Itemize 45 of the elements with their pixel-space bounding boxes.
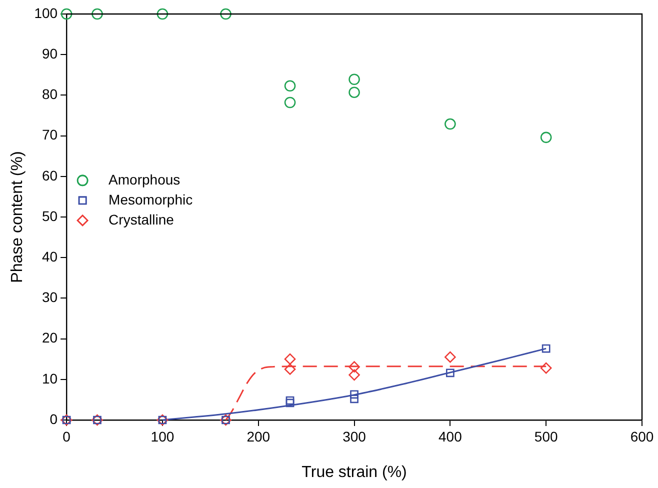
point [220, 8, 232, 20]
point [446, 368, 454, 378]
x-tick-label: 200 [246, 428, 270, 444]
point [350, 390, 358, 399]
y-tick-label: 70 [42, 126, 58, 143]
y-tick-label: 40 [42, 248, 58, 264]
x-tick-label: 100 [150, 428, 174, 444]
x-tick-label: 600 [630, 428, 654, 444]
x-tick-label: 400 [438, 428, 462, 444]
y-tick-label: 50 [42, 208, 58, 224]
y-tick-label: 30 [42, 289, 58, 306]
point [284, 364, 296, 375]
point [348, 74, 360, 86]
point [286, 396, 294, 405]
y-tick-label: 100 [34, 4, 58, 21]
point [540, 132, 552, 144]
point [348, 369, 360, 381]
x-tick-label: 300 [342, 428, 366, 444]
y-tick-label: 10 [42, 370, 58, 386]
point [286, 398, 294, 408]
point [348, 361, 360, 372]
x-tick-label: 500 [534, 428, 558, 444]
point [284, 96, 296, 108]
point [60, 8, 72, 20]
point [444, 118, 456, 130]
x-tick-label: 0 [62, 428, 71, 444]
point [348, 86, 360, 98]
y-axis-title: Phase content (%) [9, 151, 26, 283]
point [542, 344, 550, 353]
y-tick-label: 0 [50, 410, 58, 427]
y-tick-label: 20 [42, 330, 58, 346]
y-tick-label: 80 [42, 86, 58, 102]
y-tick-label: 60 [42, 167, 58, 184]
legend-label: Crystalline [108, 211, 174, 228]
x-axis-title: True strain (%) [302, 464, 407, 481]
legend-label: Amorphous [108, 171, 180, 188]
point [350, 394, 358, 404]
point [284, 80, 296, 92]
y-tick-label: 90 [42, 45, 58, 62]
point [540, 362, 552, 374]
point [156, 8, 168, 20]
point [444, 351, 456, 363]
point [284, 353, 296, 365]
legend-label: Mesomorphic [108, 191, 193, 208]
point [92, 8, 103, 20]
